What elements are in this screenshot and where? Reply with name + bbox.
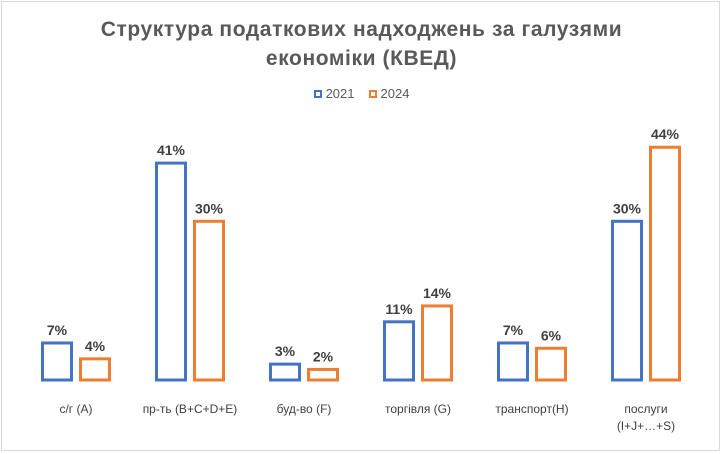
data-label-2024-3: 14%	[423, 285, 452, 301]
data-label-2021-0: 7%	[47, 322, 68, 338]
bar-2024-2	[307, 367, 339, 382]
category-label-5-line-1: (I+J+…+S)	[617, 419, 675, 433]
legend-label-2024: 2024	[380, 86, 410, 101]
data-label-2024-0: 4%	[85, 338, 106, 354]
data-label-2024-4: 6%	[541, 327, 562, 343]
category-label-2: буд-во (F)	[277, 402, 332, 416]
category-label-4: транспорт(H)	[495, 402, 568, 416]
data-label-2021-1: 41%	[157, 142, 186, 158]
data-label-2021-2: 3%	[275, 343, 296, 359]
legend-item-2024: 2024	[368, 86, 410, 101]
bar-2024-3	[421, 304, 453, 382]
category-label-0: с/г (А)	[59, 402, 92, 416]
bar-2021-1	[155, 161, 187, 382]
bar-2024-5	[649, 145, 681, 382]
category-label-1: пр-ть (B+C+D+E)	[143, 402, 238, 416]
category-label-3: торгівля (G)	[385, 402, 451, 416]
bar-2021-0	[41, 341, 73, 382]
bar-2024-0	[79, 357, 111, 382]
bar-2021-2	[269, 362, 301, 382]
category-label-5-line-0: послуги	[624, 402, 667, 416]
chart-title-line-2: економіки (КВЕД)	[265, 47, 458, 70]
data-label-2024-5: 44%	[651, 126, 680, 142]
data-label-2024-2: 2%	[313, 348, 334, 364]
bar-2024-1	[193, 219, 225, 382]
legend-label-2021: 2021	[325, 86, 355, 101]
legend: 2021 2024	[0, 86, 723, 101]
data-label-2021-4: 7%	[503, 322, 524, 338]
legend-swatch-2024	[368, 89, 377, 98]
bar-2021-4	[497, 341, 529, 382]
legend-swatch-2021	[313, 89, 322, 98]
bar-2021-3	[383, 320, 415, 382]
data-label-2021-5: 30%	[613, 200, 642, 216]
chart-title-line-1: Структура податкових надходжень за галуз…	[100, 18, 623, 41]
data-label-2021-3: 11%	[385, 301, 413, 317]
data-label-2024-1: 30%	[195, 200, 224, 216]
bar-2021-5	[611, 219, 643, 382]
legend-item-2021: 2021	[313, 86, 355, 101]
bar-2024-4	[535, 346, 567, 382]
